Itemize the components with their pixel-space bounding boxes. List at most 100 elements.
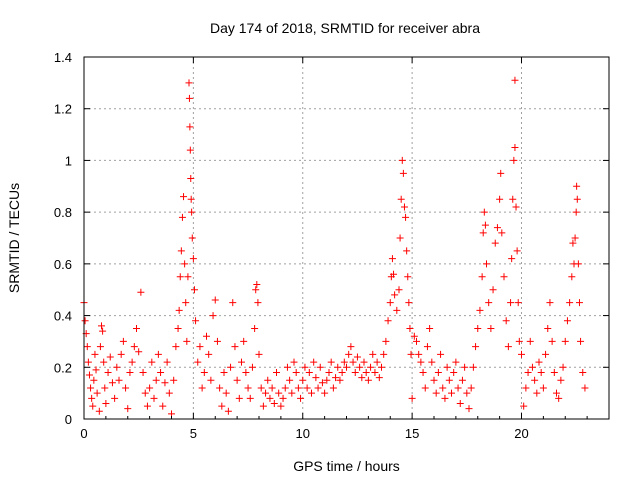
data-point <box>128 358 136 366</box>
data-point <box>548 337 556 345</box>
data-point <box>573 182 581 190</box>
data-point <box>577 337 585 345</box>
data-point <box>437 350 445 358</box>
y-axis-label: SRMTID / TECUs <box>6 183 22 293</box>
data-point <box>85 371 93 379</box>
data-point <box>175 306 183 314</box>
data-point <box>104 368 112 376</box>
data-point <box>254 299 262 307</box>
data-point <box>159 402 167 410</box>
data-point <box>87 384 95 392</box>
data-point <box>461 363 469 371</box>
data-point <box>405 299 413 307</box>
data-point <box>139 368 147 376</box>
data-point <box>448 389 455 397</box>
data-point <box>537 368 545 376</box>
data-point <box>99 327 107 335</box>
data-point <box>390 270 398 278</box>
data-point <box>90 376 98 384</box>
data-point <box>185 79 193 87</box>
data-point <box>119 337 127 345</box>
data-point <box>403 247 411 255</box>
data-point <box>550 368 558 376</box>
data-point <box>463 389 471 397</box>
data-point <box>314 384 322 392</box>
data-point <box>485 299 493 307</box>
x-tick-label: 0 <box>80 426 87 441</box>
data-point <box>95 407 103 415</box>
data-point <box>283 363 291 371</box>
data-point <box>318 379 326 387</box>
data-point <box>362 368 370 376</box>
data-point <box>96 343 104 351</box>
data-point <box>308 389 315 397</box>
data-point <box>332 374 340 382</box>
data-point <box>323 376 331 384</box>
data-point <box>196 343 204 351</box>
data-point <box>528 363 536 371</box>
data-point <box>489 286 497 294</box>
data-point <box>393 306 401 314</box>
data-point <box>188 234 196 242</box>
data-point <box>351 368 359 376</box>
data-point <box>347 343 355 351</box>
data-point <box>507 299 515 307</box>
data-point <box>380 350 388 358</box>
data-point <box>369 350 377 358</box>
data-point <box>535 358 543 366</box>
data-point <box>398 156 406 164</box>
data-point <box>303 384 311 392</box>
data-point <box>190 286 198 294</box>
data-point <box>496 195 504 203</box>
data-point <box>150 394 158 402</box>
data-point <box>487 325 495 332</box>
data-point <box>571 234 579 242</box>
data-point <box>533 389 541 397</box>
data-point <box>187 175 195 183</box>
data-point <box>321 389 329 397</box>
data-point <box>404 273 412 281</box>
data-point <box>229 299 237 307</box>
data-point <box>165 389 173 397</box>
x-tick-label: 20 <box>514 426 528 441</box>
data-point <box>544 325 552 332</box>
data-point <box>89 402 97 410</box>
data-point <box>213 337 221 345</box>
data-point <box>133 325 140 332</box>
data-point <box>184 273 192 281</box>
data-point <box>262 389 270 397</box>
data-point <box>183 337 191 345</box>
data-point <box>531 376 539 384</box>
data-point <box>391 291 399 299</box>
data-point <box>310 358 318 366</box>
data-point <box>98 322 105 330</box>
data-point <box>124 405 132 413</box>
data-point <box>426 325 434 332</box>
data-point <box>172 343 180 351</box>
data-point <box>205 350 213 358</box>
data-point <box>163 358 171 366</box>
data-point <box>478 273 486 281</box>
data-point <box>117 350 125 358</box>
data-point <box>270 399 278 407</box>
data-point <box>430 376 438 384</box>
data-point <box>88 394 96 402</box>
data-point <box>413 337 420 345</box>
data-point <box>406 325 414 332</box>
data-point <box>522 384 530 392</box>
data-point <box>253 281 261 289</box>
data-point <box>137 288 145 296</box>
data-point <box>338 368 346 376</box>
data-point <box>511 76 519 84</box>
data-point <box>126 368 134 376</box>
data-point <box>281 384 289 392</box>
data-point <box>299 376 307 384</box>
data-point <box>255 350 263 358</box>
data-point <box>216 384 224 392</box>
data-point <box>574 260 582 268</box>
data-point <box>569 239 577 247</box>
data-point <box>275 389 283 397</box>
data-point <box>566 299 574 307</box>
data-point <box>209 312 217 320</box>
data-point <box>526 337 534 345</box>
